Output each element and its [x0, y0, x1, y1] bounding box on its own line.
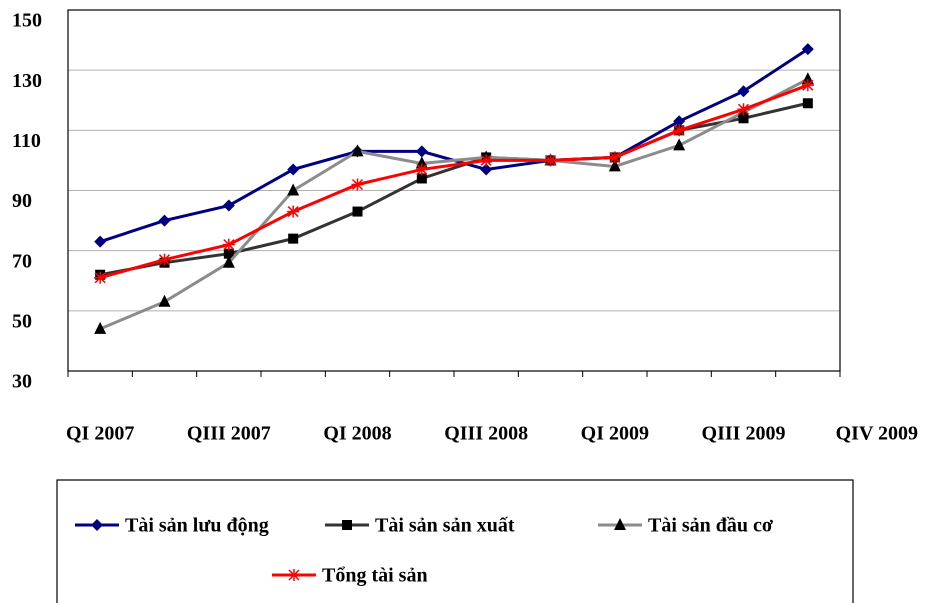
marker	[480, 154, 493, 167]
legend-box	[56, 479, 854, 603]
marker-stroke	[802, 79, 814, 91]
marker	[416, 173, 427, 184]
marker	[94, 271, 107, 284]
marker	[352, 206, 363, 217]
legend-label: Tài sản đầu cơ	[648, 515, 773, 537]
marker	[608, 159, 621, 172]
y-tick-label: 50	[12, 310, 32, 332]
marker	[544, 154, 557, 167]
marker	[287, 163, 300, 176]
x-tick-label: QI 2009	[581, 423, 649, 445]
marker	[94, 235, 107, 248]
legend-item: Tài sản sản xuất	[325, 515, 515, 537]
marker	[287, 183, 300, 196]
series-line	[99, 83, 809, 280]
marker	[737, 103, 750, 116]
marker	[287, 205, 300, 218]
marker	[608, 151, 621, 164]
marker	[342, 520, 352, 530]
marker	[158, 253, 171, 266]
marker	[802, 98, 813, 109]
marker	[158, 294, 171, 307]
marker	[222, 255, 235, 268]
marker	[288, 569, 300, 581]
marker-stroke	[158, 254, 171, 266]
marker-stroke	[351, 178, 364, 191]
marker	[415, 163, 428, 176]
marker	[738, 113, 749, 124]
marker	[351, 178, 364, 191]
marker	[158, 214, 171, 227]
marker	[737, 85, 750, 98]
x-tick-label: QIII 2007	[187, 423, 271, 445]
marker	[614, 518, 626, 530]
marker-stroke	[287, 206, 299, 218]
marker-stroke	[288, 569, 300, 581]
marker	[222, 238, 235, 251]
marker-stroke	[94, 272, 106, 284]
marker	[801, 43, 814, 56]
y-tick-label: 150	[12, 10, 42, 32]
marker	[94, 321, 107, 334]
x-tick-label: QIII 2009	[702, 423, 786, 445]
marker	[222, 199, 235, 212]
series-line	[99, 47, 809, 244]
marker	[801, 79, 814, 92]
marker-stroke	[544, 154, 557, 166]
marker	[223, 248, 234, 259]
legend-label: Tài sản lưu động	[125, 515, 269, 537]
marker-stroke	[223, 239, 235, 251]
legend-item: Tổng tài sản	[272, 565, 428, 587]
marker	[673, 138, 686, 151]
marker-stroke	[673, 124, 685, 136]
series-line	[99, 77, 809, 331]
legend-item: Tài sản đầu cơ	[598, 515, 773, 537]
legend-label: Tổng tài sản	[322, 565, 428, 587]
x-tick-label: QIII 2008	[444, 423, 528, 445]
y-tick-label: 90	[12, 190, 32, 212]
x-tick-label: QI 2008	[323, 423, 391, 445]
marker-stroke	[737, 103, 750, 115]
y-tick-label: 130	[12, 70, 42, 92]
marker	[288, 233, 299, 244]
marker	[673, 124, 686, 137]
marker-stroke	[480, 154, 492, 166]
marker	[480, 163, 493, 176]
marker	[673, 115, 686, 128]
y-tick-label: 30	[12, 371, 32, 393]
marker	[415, 145, 428, 158]
marker-stroke	[609, 151, 621, 163]
marker	[91, 519, 103, 531]
legend-item: Tài sản lưu động	[75, 515, 269, 537]
marker-stroke	[416, 163, 428, 175]
marker	[351, 144, 364, 157]
y-tick-label: 70	[12, 250, 32, 272]
x-tick-label: QIV 2009	[836, 423, 918, 445]
legend-label: Tài sản sản xuất	[375, 515, 515, 537]
x-tick-label: QI 2007	[66, 423, 134, 445]
y-tick-label: 110	[12, 130, 41, 152]
